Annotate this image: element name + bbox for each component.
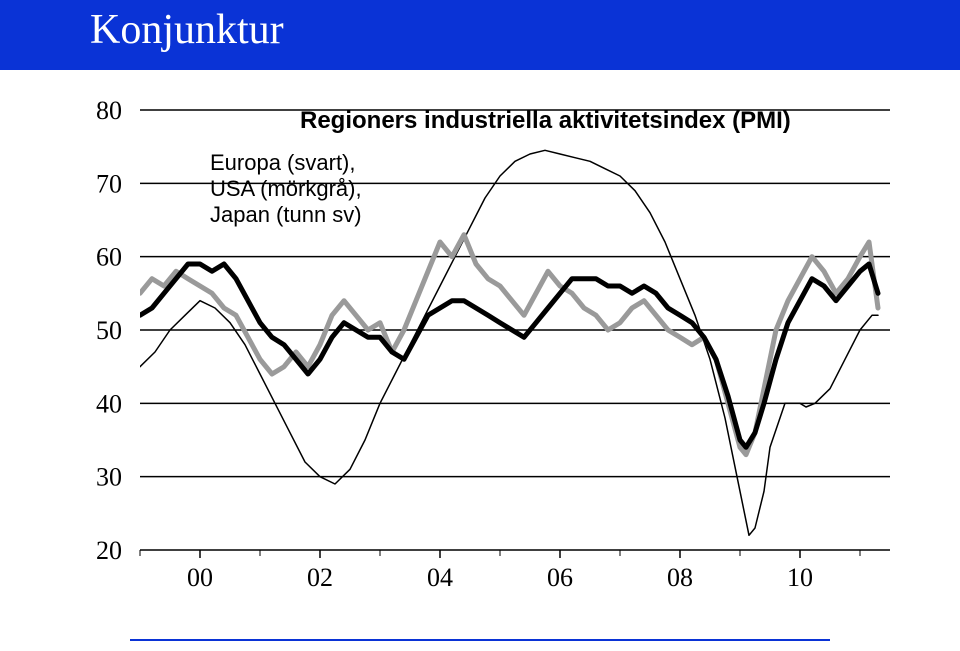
svg-text:30: 30: [96, 463, 122, 492]
svg-text:02: 02: [307, 563, 333, 592]
svg-text:USA (mörkgrå),: USA (mörkgrå),: [210, 176, 362, 201]
svg-text:00: 00: [187, 563, 213, 592]
svg-text:Japan (tunn sv): Japan (tunn sv): [210, 202, 362, 227]
svg-text:80: 80: [96, 100, 122, 125]
svg-text:04: 04: [427, 563, 453, 592]
svg-text:50: 50: [96, 316, 122, 345]
svg-text:10: 10: [787, 563, 813, 592]
svg-text:Regioners industriella aktivit: Regioners industriella aktivitetsindex (…: [300, 107, 791, 134]
svg-text:08: 08: [667, 563, 693, 592]
svg-text:60: 60: [96, 243, 122, 272]
page-title: Konjunktur: [90, 6, 284, 54]
svg-text:Europa (svart),: Europa (svart),: [210, 150, 356, 175]
svg-text:20: 20: [96, 536, 122, 565]
svg-text:70: 70: [96, 169, 122, 198]
pmi-chart: 20 30 40 50 60 70 80 00 02 04 06 08 10 Regioners indu…: [60, 100, 910, 620]
svg-text:40: 40: [96, 389, 122, 418]
svg-text:06: 06: [547, 563, 573, 592]
footer-rule: [130, 639, 830, 641]
